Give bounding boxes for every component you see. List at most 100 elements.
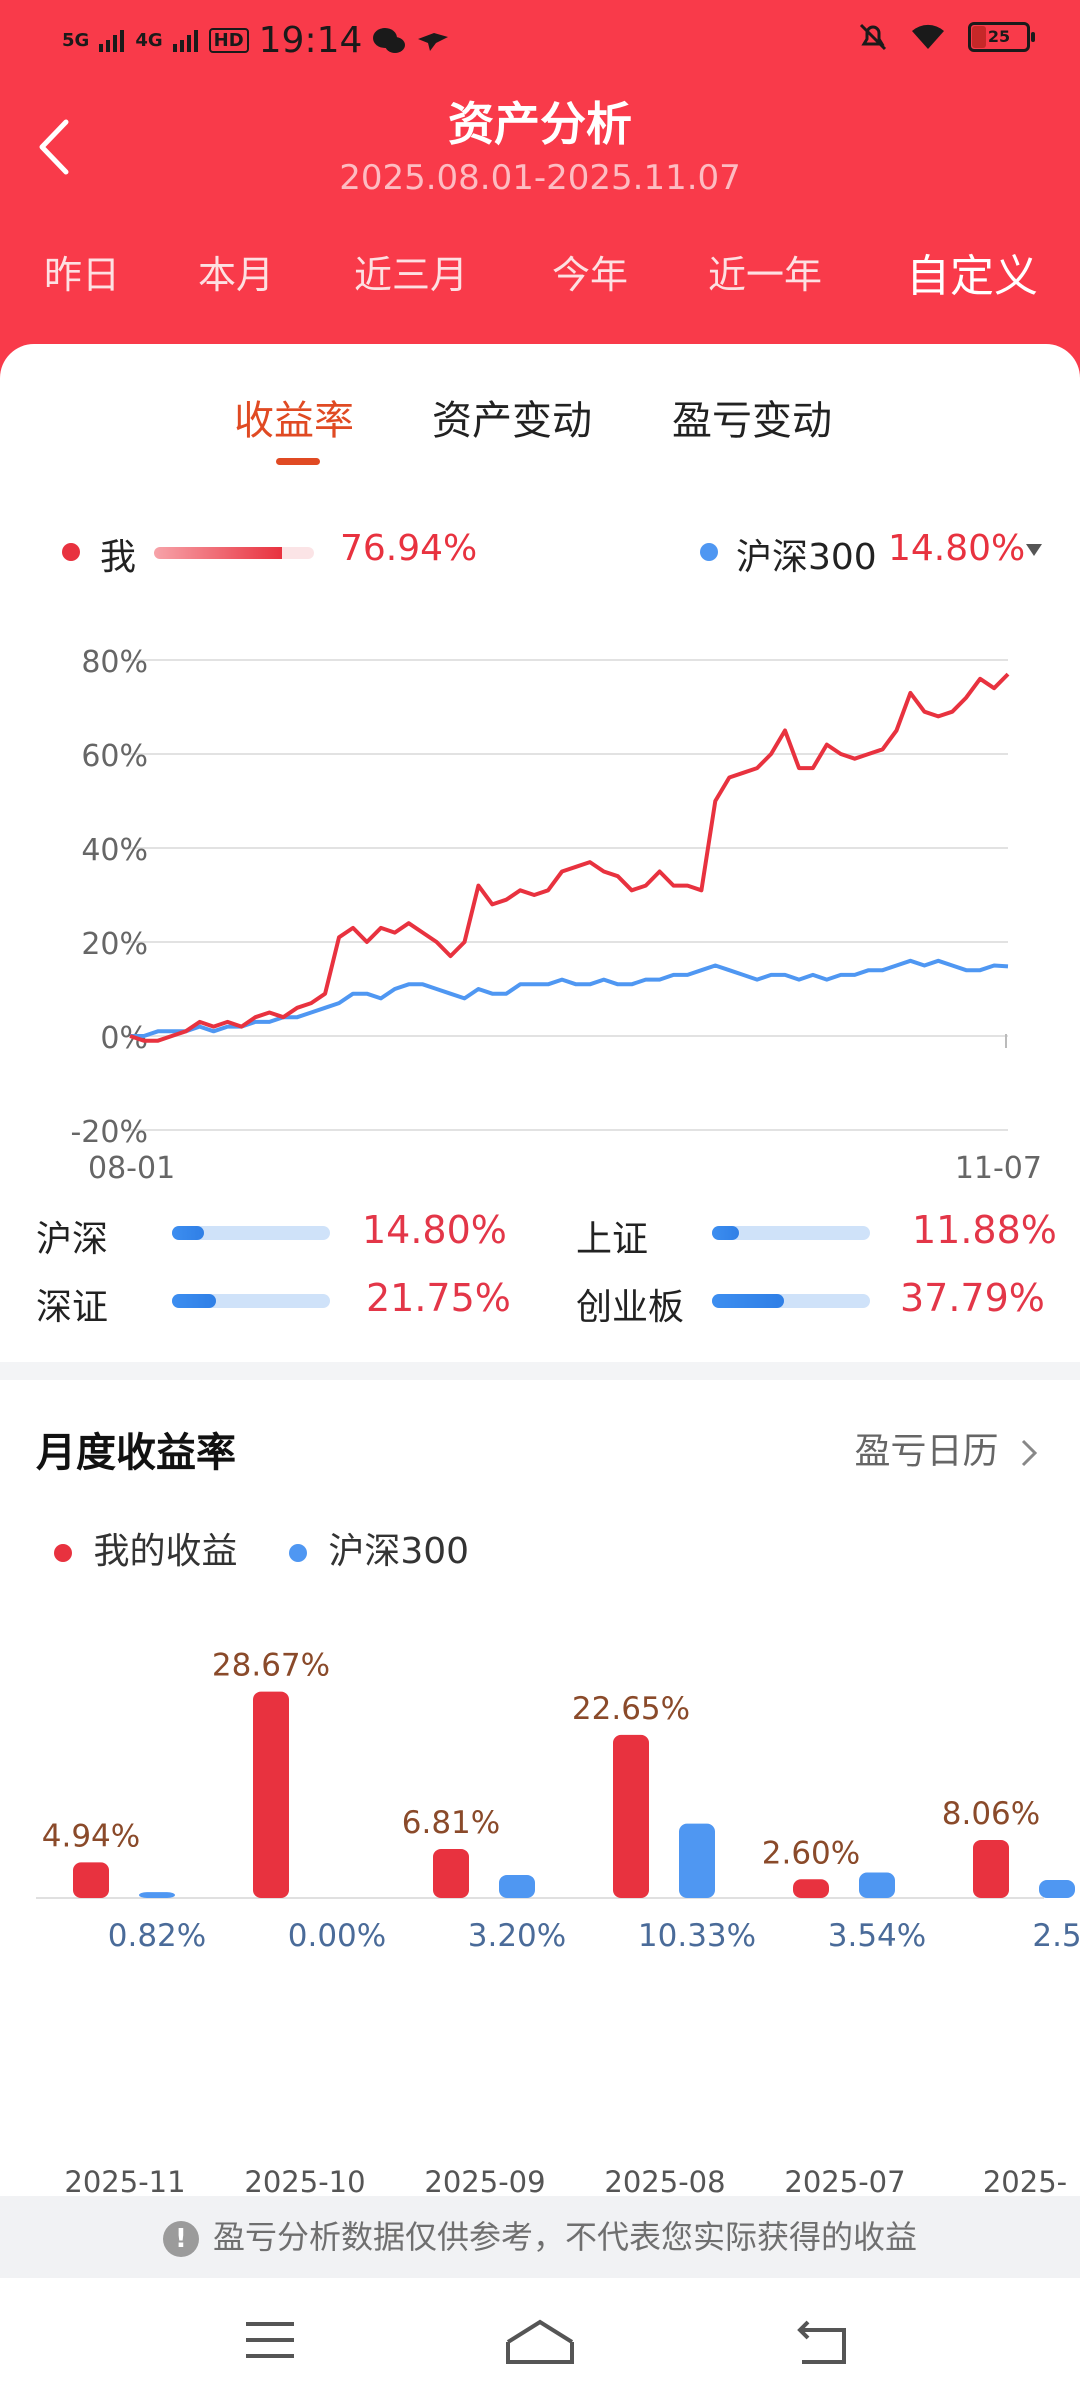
- monthly-title: 月度收益率: [36, 1430, 236, 1476]
- index-bar-hs: [172, 1226, 330, 1240]
- period-this-year[interactable]: 今年: [552, 253, 629, 297]
- benchmark-bar[interactable]: [499, 1874, 535, 1898]
- battery-icon: 25: [968, 22, 1035, 52]
- index-bar-fill: [172, 1226, 205, 1240]
- my-return-bar[interactable]: [73, 1862, 109, 1898]
- benchmark-dot-icon: [288, 1544, 307, 1562]
- analysis-card: [0, 344, 1080, 1364]
- benchmark-bar[interactable]: [679, 1823, 715, 1898]
- index-value-hs: 14.80%: [362, 1208, 507, 1252]
- my-return-bar[interactable]: [433, 1848, 469, 1898]
- wifi-icon: [912, 24, 944, 49]
- my-return-dot-icon: [54, 1544, 72, 1562]
- legend-benchmark-value[interactable]: 14.80%: [888, 528, 1026, 569]
- month-label: 2025-11: [64, 2165, 185, 2199]
- mute-bell-icon: [859, 23, 887, 51]
- y-tick-label: 80%: [81, 645, 148, 680]
- disclaimer-text: 盈亏分析数据仅供参考，不代表您实际获得的收益: [212, 2218, 917, 2256]
- my-return-label: 28.67%: [212, 1648, 330, 1684]
- me-legend-line: [154, 547, 314, 559]
- period-1-year[interactable]: 近一年: [708, 253, 823, 297]
- benchmark-line: [130, 958, 1009, 1038]
- home-icon[interactable]: [504, 2318, 576, 2366]
- index-value-cyb: 37.79%: [900, 1276, 1045, 1320]
- index-bar-fill: [712, 1226, 739, 1240]
- legend-me-value: 76.94%: [340, 528, 478, 569]
- section-divider: [0, 1362, 1080, 1380]
- my-return-bar[interactable]: [253, 1691, 289, 1898]
- legend-benchmark-label[interactable]: 沪深300: [736, 537, 877, 578]
- x-tick-label: 08-01: [88, 1151, 175, 1186]
- benchmark-label: 3.20%: [468, 1918, 566, 1954]
- my-return-line: [129, 672, 1010, 1043]
- tab-indicator: [276, 458, 320, 465]
- x-tick-label: 11-07: [955, 1151, 1042, 1186]
- tab-pnl-change[interactable]: 盈亏变动: [672, 398, 832, 444]
- my-return-label: 2.60%: [762, 1835, 860, 1871]
- legend-me-label: 我: [100, 537, 137, 578]
- y-tick-label: 60%: [81, 739, 148, 774]
- signal-bars-icon: [172, 29, 198, 52]
- page-title: 资产分析: [448, 97, 632, 151]
- month-label: 2025-08: [604, 2165, 725, 2199]
- system-nav-bar: [0, 2278, 1080, 2408]
- info-icon: !: [162, 2221, 199, 2257]
- period-selector: 昨日 本月 近三月 今年 近一年 自定义: [0, 244, 1080, 304]
- index-bar-cyb: [712, 1294, 870, 1308]
- chevron-right-icon: [1021, 1439, 1038, 1467]
- month-label: 2025-07: [784, 2165, 905, 2199]
- index-label-sh: 上证: [576, 1219, 649, 1260]
- my-return-label: 8.06%: [942, 1796, 1040, 1832]
- hd-badge: HD: [208, 28, 249, 53]
- index-bar-sh: [712, 1226, 870, 1240]
- benchmark-bar[interactable]: [859, 1872, 895, 1898]
- back-icon[interactable]: [796, 2318, 850, 2366]
- my-return-label: 6.81%: [402, 1805, 500, 1841]
- index-label-sz: 深证: [36, 1287, 109, 1328]
- month-label: 2025-10: [244, 2165, 365, 2199]
- signal-bars-icon: [99, 29, 125, 52]
- menu-icon[interactable]: [244, 2318, 296, 2362]
- benchmark-label: 3.54%: [828, 1918, 926, 1954]
- monthly-legend: 我的收益 沪深300: [54, 1522, 469, 1574]
- benchmark-bar[interactable]: [1039, 1880, 1075, 1898]
- index-bar-sz: [172, 1294, 330, 1308]
- index-label-cyb: 创业板: [576, 1287, 685, 1328]
- period-yesterday[interactable]: 昨日: [44, 253, 121, 297]
- my-return-bar[interactable]: [793, 1879, 829, 1898]
- y-tick-label: 20%: [81, 927, 148, 962]
- tab-return-rate[interactable]: 收益率: [234, 398, 354, 444]
- date-range: 2025.08.01-2025.11.07: [339, 158, 741, 198]
- period-custom[interactable]: 自定义: [906, 251, 1038, 302]
- return-line-chart: 80%60%40%20%0%-20%08-01 11-07: [70, 645, 1042, 1186]
- chart-legend: 我 76.94% 沪深300 14.80%: [0, 528, 1080, 578]
- month-label: 2025-09: [424, 2165, 545, 2199]
- me-dot-icon: [62, 543, 80, 561]
- signal-5g-icon: 5G: [62, 29, 90, 51]
- benchmark-bar[interactable]: [139, 1892, 175, 1898]
- dropdown-triangle-icon[interactable]: [1026, 544, 1042, 558]
- period-3-months[interactable]: 近三月: [354, 253, 469, 297]
- tab-bar: 收益率 资产变动 盈亏变动: [0, 388, 1080, 468]
- my-return-bar[interactable]: [613, 1734, 649, 1898]
- disclaimer-banner: ! 盈亏分析数据仅供参考，不代表您实际获得的收益: [0, 2196, 1080, 2278]
- wechat-icon: [373, 27, 406, 53]
- benchmark-dot-icon: [700, 543, 718, 561]
- my-return-label: 4.94%: [42, 1818, 140, 1854]
- my-return-label: 22.65%: [572, 1691, 690, 1727]
- index-bar-fill: [172, 1294, 217, 1308]
- benchmark-label: 10.33%: [638, 1918, 756, 1954]
- pnl-calendar-link[interactable]: 盈亏日历: [855, 1422, 1040, 1474]
- month-label: 2025-: [983, 2165, 1067, 2199]
- back-arrow-icon[interactable]: [30, 112, 80, 182]
- my-return-bar[interactable]: [973, 1839, 1009, 1898]
- benchmark-label: 0.00%: [288, 1918, 386, 1954]
- signal-4g-icon: 4G: [135, 29, 163, 51]
- tab-asset-change[interactable]: 资产变动: [432, 398, 592, 444]
- legend-my-return: 我的收益: [93, 1531, 238, 1572]
- legend-monthly-benchmark: 沪深300: [328, 1531, 470, 1572]
- period-this-month[interactable]: 本月: [198, 253, 275, 297]
- benchmark-label: 2.5: [1032, 1918, 1080, 1954]
- app-notification-icon: [418, 32, 449, 51]
- index-value-sh: 11.88%: [912, 1208, 1057, 1252]
